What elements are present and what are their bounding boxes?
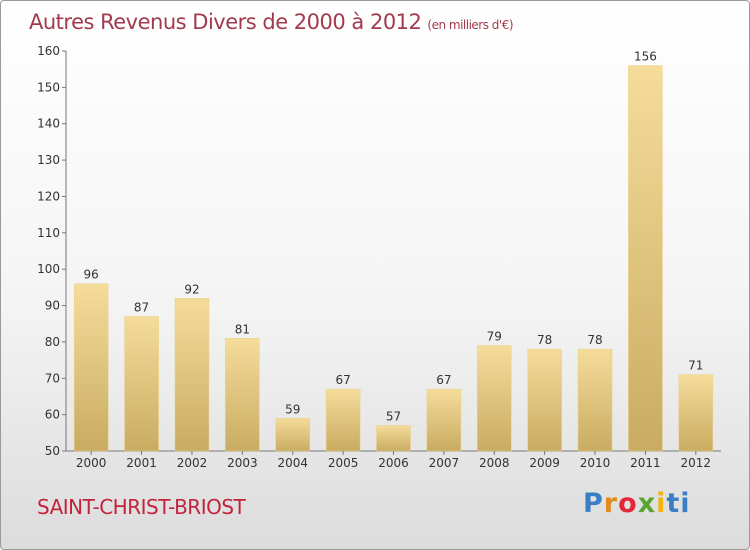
bar bbox=[73, 283, 109, 452]
bar bbox=[376, 425, 411, 452]
y-tick-label: 90 bbox=[45, 299, 60, 313]
x-tick-label: 2000 bbox=[76, 456, 107, 470]
y-tick-label: 160 bbox=[37, 44, 60, 58]
x-tick-label: 2005 bbox=[328, 456, 359, 470]
data-label: 71 bbox=[688, 359, 703, 373]
city-name: SAINT-CHRIST-BRIOST bbox=[37, 495, 246, 519]
x-tick-label: 2010 bbox=[580, 456, 611, 470]
logo-letter: i bbox=[656, 488, 667, 519]
bar bbox=[426, 388, 462, 452]
y-tick-label: 60 bbox=[45, 408, 60, 422]
data-label: 92 bbox=[184, 282, 199, 296]
chart-unit: (en milliers d'€) bbox=[427, 18, 514, 32]
data-label: 81 bbox=[235, 322, 250, 336]
bar bbox=[527, 348, 562, 452]
data-label: 87 bbox=[134, 300, 149, 314]
x-tick-label: 2002 bbox=[177, 456, 208, 470]
bar bbox=[124, 316, 159, 452]
y-tick-label: 140 bbox=[37, 117, 60, 131]
x-tick-label: 2012 bbox=[681, 456, 712, 470]
bar bbox=[225, 338, 260, 452]
data-label: 67 bbox=[335, 373, 350, 387]
y-tick-label: 110 bbox=[37, 226, 60, 240]
x-tick-label: 2001 bbox=[126, 456, 157, 470]
data-label: 156 bbox=[634, 50, 657, 64]
y-tick-label: 130 bbox=[37, 153, 60, 167]
data-label: 96 bbox=[84, 268, 99, 282]
proxiti-logo: Proxiti bbox=[583, 488, 691, 519]
y-tick-label: 100 bbox=[37, 262, 60, 276]
y-tick-label: 80 bbox=[45, 335, 60, 349]
chart-title-text: Autres Revenus Divers de 2000 à 2012 bbox=[29, 10, 422, 34]
logo-letter: r bbox=[603, 488, 619, 519]
x-tick-label: 2004 bbox=[277, 456, 308, 470]
data-label: 67 bbox=[436, 373, 451, 387]
bar bbox=[477, 345, 512, 452]
logo-letter: ti bbox=[666, 488, 691, 519]
bar bbox=[678, 374, 714, 452]
logo-letter: o bbox=[618, 488, 638, 519]
x-tick-label: 2007 bbox=[429, 456, 460, 470]
x-tick-label: 2008 bbox=[479, 456, 510, 470]
bar bbox=[275, 418, 310, 452]
x-tick-label: 2006 bbox=[378, 456, 409, 470]
data-label: 59 bbox=[285, 402, 300, 416]
y-tick-label: 150 bbox=[37, 80, 60, 94]
x-tick-label: 2011 bbox=[630, 456, 661, 470]
bar bbox=[174, 298, 210, 452]
y-tick-label: 120 bbox=[37, 189, 60, 203]
y-tick-label: 50 bbox=[45, 444, 60, 458]
x-tick-label: 2009 bbox=[529, 456, 560, 470]
logo-letter: x bbox=[637, 488, 657, 519]
y-tick-label: 70 bbox=[45, 371, 60, 385]
bar bbox=[325, 388, 361, 452]
x-tick-label: 2003 bbox=[227, 456, 258, 470]
data-label: 78 bbox=[537, 333, 552, 347]
logo-letter: P bbox=[583, 488, 604, 519]
data-label: 78 bbox=[587, 333, 602, 347]
data-label: 57 bbox=[386, 410, 401, 424]
bar bbox=[577, 348, 613, 452]
chart-title: Autres Revenus Divers de 2000 à 2012 (en … bbox=[29, 10, 514, 34]
data-label: 79 bbox=[487, 330, 502, 344]
bar bbox=[628, 65, 663, 452]
